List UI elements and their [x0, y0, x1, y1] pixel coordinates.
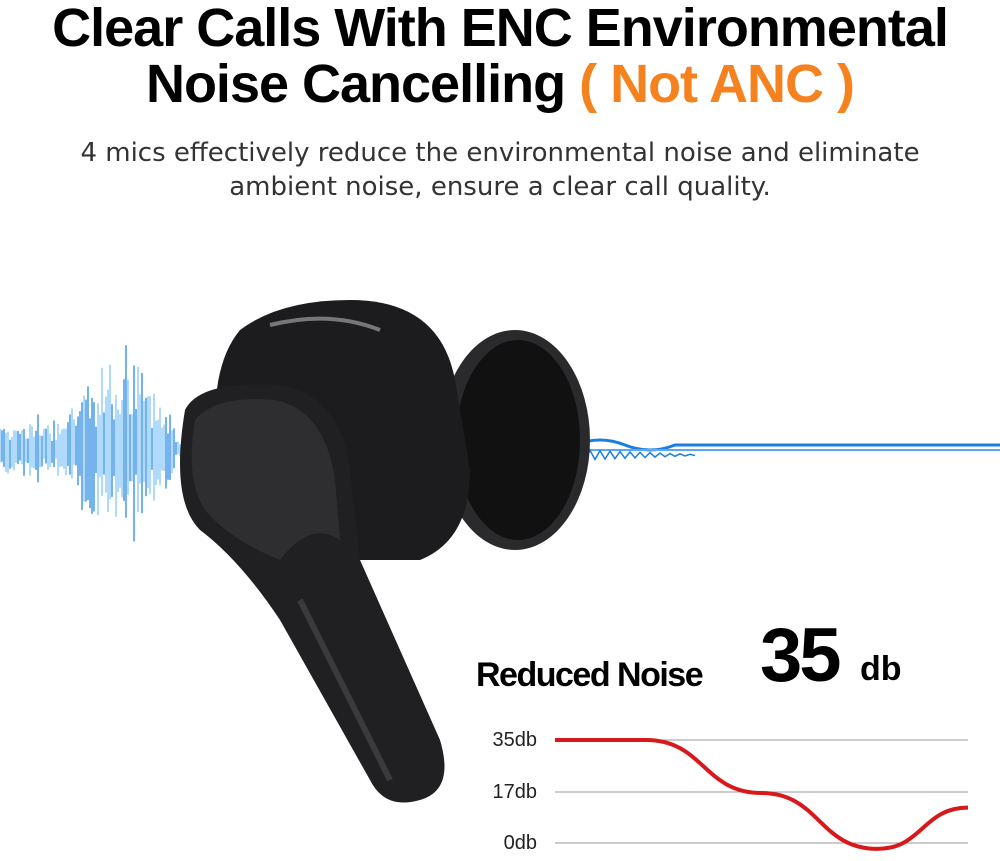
headline-highlight: ( Not ANC ) — [579, 54, 855, 114]
subtitle-line1: 4 mics effectively reduce the environmen… — [80, 138, 920, 168]
reduced-noise-unit: db — [860, 650, 902, 688]
subtitle-line2: ambient noise, ensure a clear call quali… — [229, 172, 771, 202]
reduction-curve — [555, 738, 969, 851]
y-tick-0: 0db — [503, 832, 537, 854]
headline-line2: Noise Cancelling ( Not ANC ) — [0, 56, 1000, 112]
clean-waveform — [574, 438, 1000, 462]
y-tick-17: 17db — [492, 781, 538, 803]
headline-line1: Clear Calls With ENC Environmental — [52, 0, 949, 58]
reduced-noise-label: Reduced Noise — [476, 656, 704, 694]
noise-waveform — [0, 345, 199, 542]
headline-line2-text: Noise Cancelling — [145, 54, 566, 114]
y-tick-35: 35db — [492, 729, 538, 751]
reduced-noise-value: 35 — [760, 613, 842, 698]
earbud-icon — [180, 300, 590, 803]
noise-chart — [555, 738, 969, 851]
